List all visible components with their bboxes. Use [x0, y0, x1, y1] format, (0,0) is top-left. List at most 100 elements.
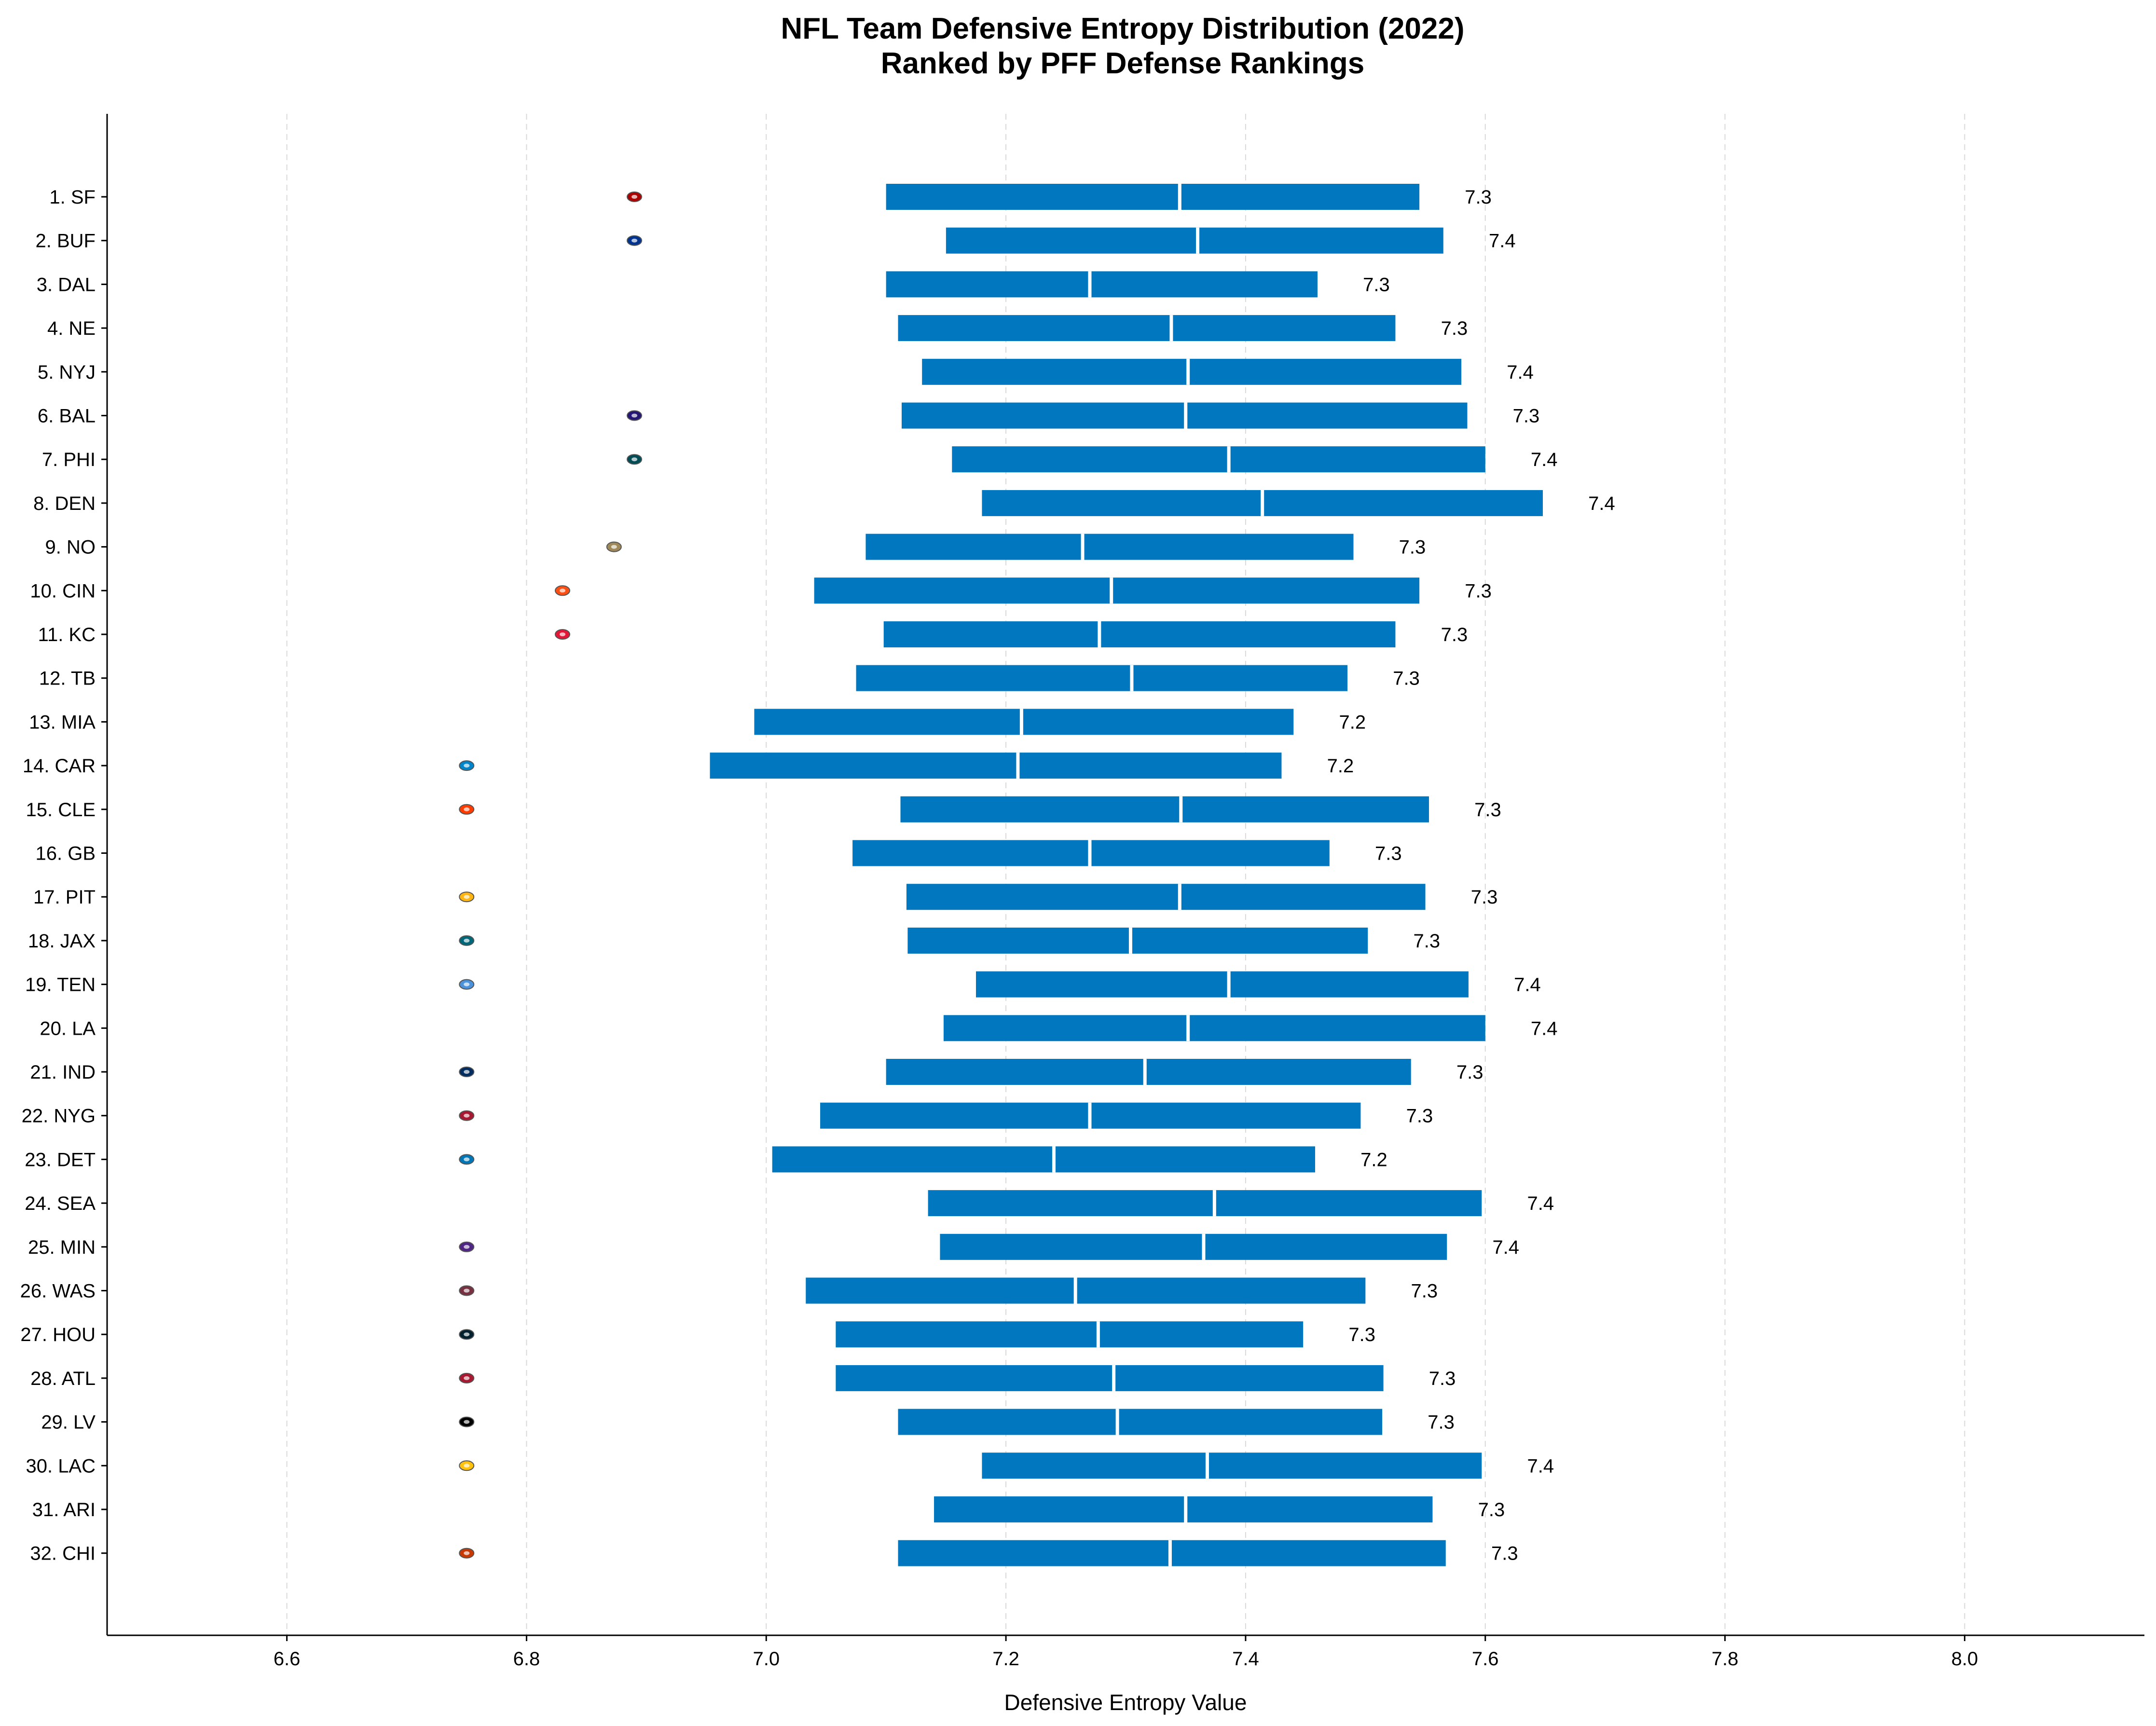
range-bar: [772, 1146, 1315, 1173]
y-tick-label: 24. SEA: [25, 1193, 96, 1214]
x-tick-label: 7.4: [1232, 1648, 1259, 1670]
y-tick-label: 20. LA: [40, 1018, 96, 1039]
x-tick-label: 7.0: [753, 1648, 780, 1670]
range-bar: [928, 1190, 1482, 1217]
range-bar: [975, 971, 1469, 998]
range-bar: [940, 1233, 1447, 1260]
value-label: 7.3: [1348, 1324, 1375, 1345]
grid-lines: [286, 114, 1965, 1635]
value-label: 7.3: [1363, 274, 1390, 295]
x-tick-labels: 6.6 6.8 7.0 7.2 7.4 7.6 7.8 8.0: [274, 1635, 1978, 1670]
range-bar: [886, 1059, 1411, 1085]
value-label: 7.3: [1411, 1281, 1438, 1302]
value-label: 7.3: [1413, 931, 1440, 952]
raiders-logo-icon: [459, 1416, 475, 1427]
range-bar: [982, 1452, 1482, 1479]
lions-logo-icon: [459, 1154, 475, 1165]
y-tick-label: 12. TB: [39, 668, 96, 689]
range-bar: [836, 1365, 1384, 1391]
y-tick-label: 19. TEN: [25, 974, 96, 996]
y-tick-label: 25. MIN: [28, 1237, 96, 1258]
bengals-logo-icon: [554, 585, 570, 596]
panthers-logo-icon: [459, 760, 475, 771]
value-label: 7.4: [1489, 231, 1516, 252]
value-label: 7.2: [1327, 755, 1354, 777]
eagles-logo-icon: [627, 454, 643, 465]
y-tick-labels: 1. SF 2. BUF 3. DAL 4. NE 5. NYJ 6. BAL 7. PHI…: [20, 187, 107, 1564]
range-bar: [865, 534, 1354, 560]
value-label: 7.3: [1375, 843, 1402, 864]
range-bar: [856, 665, 1348, 691]
range-bar: [836, 1321, 1304, 1348]
value-label: 7.4: [1588, 493, 1615, 514]
value-label: 7.4: [1492, 1237, 1519, 1258]
range-bar: [754, 709, 1294, 735]
y-tick-label: 8. DEN: [33, 493, 96, 514]
range-bar: [934, 1496, 1433, 1522]
y-tick-label: 4. NE: [47, 318, 96, 339]
value-label: 7.4: [1527, 1455, 1554, 1477]
y-tick-label: 3. DAL: [37, 274, 96, 295]
x-axis-label: Defensive Entropy Value: [1004, 1690, 1247, 1715]
value-label: 7.3: [1456, 1062, 1483, 1083]
y-tick-label: 21. IND: [30, 1062, 96, 1083]
y-tick-label: 27. HOU: [20, 1324, 96, 1345]
value-label: 7.3: [1393, 668, 1420, 689]
value-label: 7.3: [1399, 537, 1426, 558]
value-label: 7.2: [1360, 1149, 1387, 1170]
y-tick-label: 22. NYG: [22, 1106, 96, 1127]
y-tick-label: 11. KC: [38, 624, 96, 645]
range-bar: [886, 184, 1420, 210]
saints-logo-icon: [606, 541, 622, 552]
y-tick-label: 26. WAS: [20, 1281, 96, 1302]
range-bar: [922, 358, 1462, 385]
chiefs-logo-icon: [554, 629, 570, 640]
bills-logo-icon: [627, 235, 643, 246]
x-tick-label: 7.2: [992, 1648, 1019, 1670]
bears-logo-icon: [459, 1548, 475, 1559]
value-label: 7.4: [1514, 974, 1541, 996]
bars: [710, 184, 1543, 1566]
range-bar: [898, 315, 1396, 342]
y-tick-label: 6. BAL: [38, 406, 96, 427]
sf-49ers-logo-icon: [627, 192, 643, 202]
y-tick-label: 15. CLE: [26, 799, 96, 821]
value-label: 7.4: [1531, 1018, 1558, 1039]
giants-logo-icon: [459, 1110, 475, 1121]
value-labels: 7.3 7.4 7.3 7.3 7.4 7.3 7.4 7.4 7.3 7.3 7.3 7.3 7.2 7…: [1327, 187, 1615, 1564]
value-label: 7.3: [1428, 1412, 1455, 1433]
value-label: 7.3: [1429, 1368, 1456, 1389]
range-bar: [900, 796, 1429, 822]
steelers-logo-icon: [459, 891, 475, 903]
y-tick-label: 17. PIT: [33, 887, 96, 908]
value-label: 7.3: [1441, 318, 1468, 339]
vikings-logo-icon: [459, 1241, 475, 1252]
y-tick-label: 1. SF: [49, 187, 96, 208]
value-label: 7.3: [1513, 406, 1540, 427]
y-tick-label: 23. DET: [25, 1149, 96, 1170]
y-tick-label: 30. LAC: [26, 1455, 96, 1477]
y-tick-label: 5. NYJ: [38, 362, 96, 383]
x-tick-label: 8.0: [1951, 1648, 1978, 1670]
y-tick-label: 16. GB: [35, 843, 96, 864]
y-tick-label: 14. CAR: [23, 755, 96, 777]
range-bar: [814, 577, 1420, 604]
value-label: 7.3: [1465, 580, 1492, 602]
y-tick-label: 9. NO: [45, 537, 96, 558]
jaguars-logo-icon: [459, 935, 475, 946]
value-label: 7.3: [1406, 1106, 1433, 1127]
value-label: 7.4: [1507, 362, 1534, 383]
x-tick-label: 6.6: [274, 1648, 301, 1670]
value-label: 7.3: [1478, 1499, 1505, 1521]
y-tick-label: 18. JAX: [28, 931, 96, 952]
y-tick-label: 13. MIA: [29, 712, 96, 733]
range-bar: [943, 1015, 1485, 1041]
colts-logo-icon: [459, 1067, 475, 1077]
team-logos: [459, 192, 643, 1559]
value-label: 7.3: [1465, 187, 1492, 208]
x-tick-label: 7.6: [1472, 1648, 1499, 1670]
chargers-logo-icon: [459, 1460, 475, 1471]
commanders-logo-icon: [459, 1285, 475, 1296]
